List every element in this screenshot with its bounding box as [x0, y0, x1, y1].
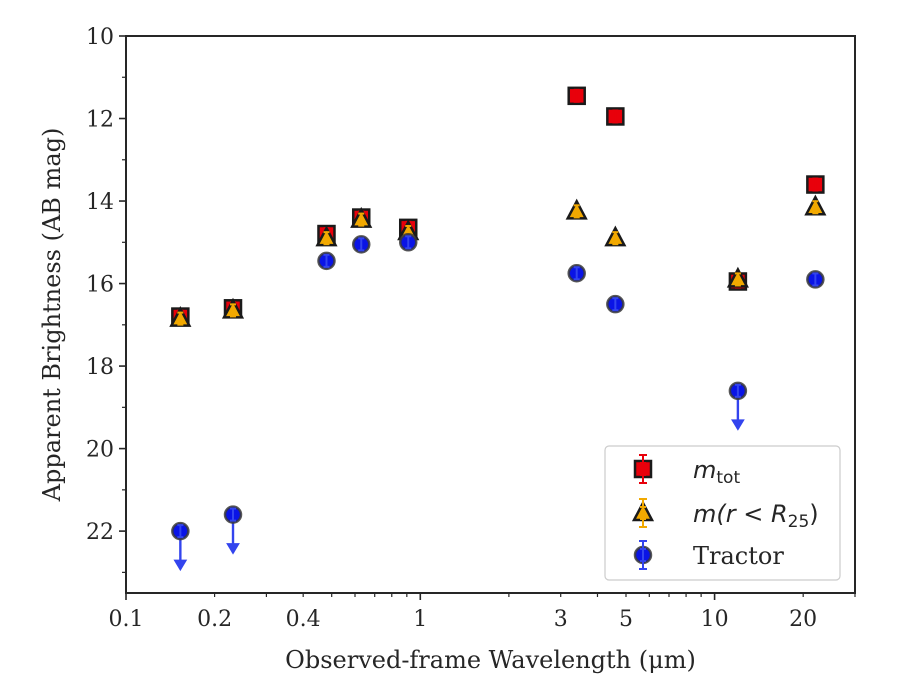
x-tick-label: 0.1: [109, 607, 144, 632]
data-point: [315, 225, 338, 247]
plot-area: [169, 86, 827, 572]
data-point: [806, 270, 825, 289]
data-point: [606, 107, 625, 126]
x-tick-label: 3: [554, 607, 568, 632]
y-tick-label: 10: [86, 25, 114, 50]
legend-label: m(r < R25): [693, 500, 819, 532]
series-circle: [171, 233, 825, 572]
legend-label: mtot: [693, 456, 740, 488]
x-tick-label: 5: [619, 607, 633, 632]
data-point: [350, 206, 373, 228]
upper-limit-arrowhead: [226, 543, 240, 555]
x-tick-label: 10: [701, 607, 729, 632]
data-point: [565, 198, 588, 220]
y-tick-label: 14: [86, 190, 114, 215]
data-point: [317, 251, 336, 271]
data-point: [221, 297, 245, 319]
x-tick-label: 20: [789, 607, 817, 632]
x-tick-label: 0.2: [197, 607, 232, 632]
plot-frame: [125, 35, 856, 594]
y-tick-label: 16: [86, 273, 114, 298]
y-axis-label: Apparent Brightness (AB mag): [38, 128, 66, 503]
y-tick-label: 12: [86, 108, 114, 133]
data-point: [171, 521, 190, 572]
legend: mtot m(r < R25) Tractor: [604, 445, 841, 581]
y-tick-label: 20: [86, 438, 114, 463]
data-point: [351, 235, 371, 254]
legend-entry: Tractor: [633, 540, 784, 570]
y-tick-label: 22: [86, 520, 114, 545]
series-square: [171, 86, 825, 326]
legend-entry: mtot: [633, 454, 740, 488]
data-point: [567, 86, 586, 106]
data-point: [726, 266, 749, 288]
legend-label: Tractor: [693, 542, 784, 570]
y-tick-label: 18: [86, 355, 114, 380]
data-point: [398, 233, 418, 252]
data-point: [169, 305, 192, 327]
upper-limit-arrowhead: [731, 419, 745, 431]
data-point: [606, 294, 625, 314]
x-axis-label: Observed-frame Wavelength (μm): [285, 646, 696, 674]
x-tick-label: 1: [413, 607, 427, 632]
data-point: [223, 505, 243, 555]
data-point: [804, 194, 827, 216]
legend-box: [604, 445, 841, 581]
data-point: [806, 175, 825, 194]
data-point: [728, 381, 748, 431]
upper-limit-arrowhead: [173, 559, 188, 572]
legend-entry: m(r < R25): [631, 498, 819, 532]
series-triangle: [169, 194, 827, 327]
data-point: [567, 263, 586, 283]
x-tick-label: 0.4: [286, 607, 321, 632]
axes: 10 12 14 16 18 20 22 0.1 0.2 0.4 1 3 5 10 20: [86, 25, 856, 632]
data-point: [604, 225, 627, 247]
